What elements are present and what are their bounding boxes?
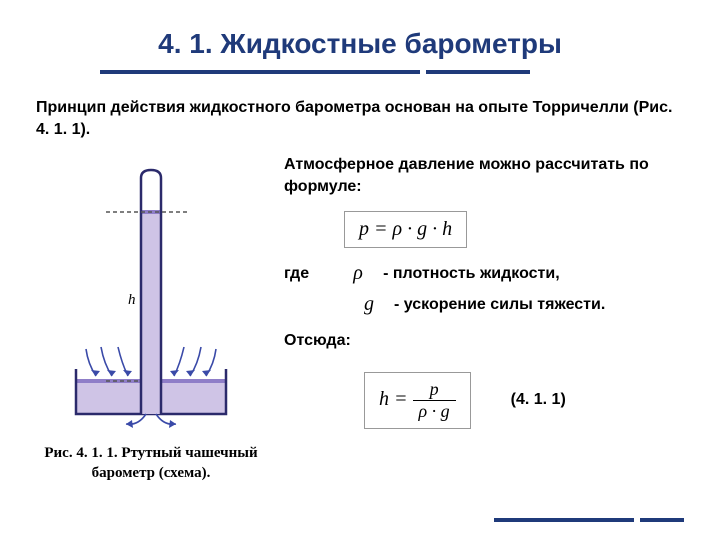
formula-main: p = ρ · g · h [344,211,467,248]
title-underline [100,70,530,74]
slide-title: 4. 1. Жидкостные барометры [36,28,684,60]
figure-caption: Рис. 4. 1. 1. Ртутный чашечный барометр … [36,444,266,483]
g-symbol: g [358,293,380,316]
h-label: h [128,292,136,308]
atm-text: Атмосферное давление можно рассчитать по… [284,154,684,197]
formula-h: h = p ρ · g [364,372,471,429]
equation-number: (4. 1. 1) [511,391,566,409]
rho-symbol: ρ [347,262,369,285]
g-desc: - ускорение силы тяжести. [394,296,605,314]
rho-desc: - плотность жидкости, [383,265,560,283]
where-label: где [284,265,309,283]
barometer-diagram: h [46,154,256,434]
hence-label: Отсюда: [284,330,684,352]
footer-rule [494,518,684,522]
intro-text: Принцип действия жидкостного барометра о… [36,97,684,140]
